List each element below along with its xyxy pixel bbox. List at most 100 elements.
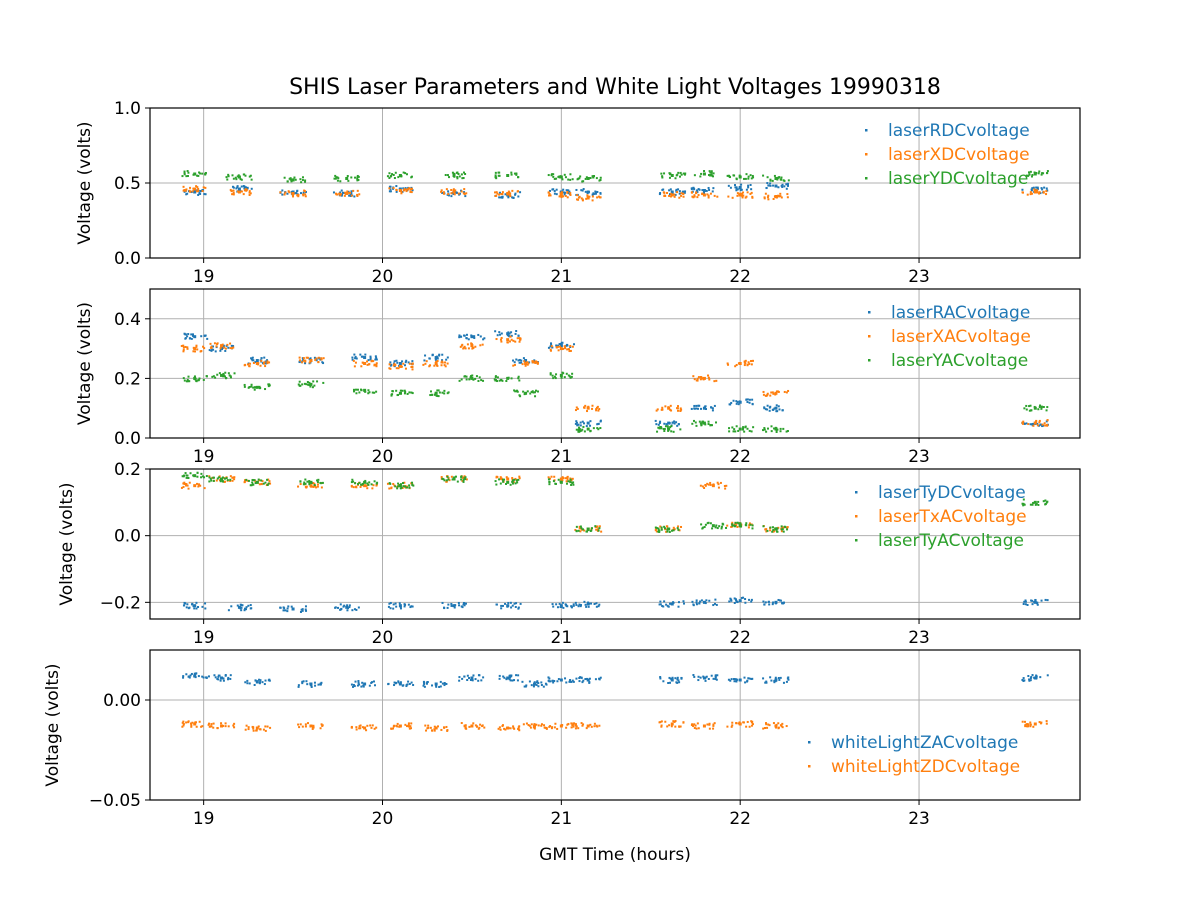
data-point-sample: [1021, 502, 1024, 505]
data-point-sample: [786, 182, 789, 185]
data-point-sample: [567, 192, 570, 195]
data-point: [702, 421, 706, 425]
data-point-sample: [741, 196, 744, 199]
data-point-sample: [422, 684, 425, 687]
data-point-sample: [663, 527, 666, 530]
data-point-sample: [399, 174, 402, 177]
data-point-sample: [403, 364, 406, 367]
legend-marker: [868, 311, 871, 314]
data-point-sample: [572, 603, 575, 606]
data-point-sample: [762, 525, 765, 528]
data-point-sample: [540, 681, 543, 684]
data-point-sample: [201, 190, 204, 193]
data-point-sample: [431, 353, 434, 356]
data-point-sample: [366, 487, 369, 490]
data-point-sample: [750, 359, 753, 362]
data-point-sample: [556, 727, 559, 730]
data-point-sample: [435, 684, 438, 687]
data-point-sample: [242, 193, 245, 196]
data-point-sample: [259, 681, 262, 684]
data-point-sample: [709, 483, 712, 486]
data-point-sample: [339, 191, 342, 194]
data-point-sample: [192, 605, 195, 608]
data-point-sample: [313, 482, 316, 485]
data-point-sample: [436, 356, 439, 359]
data-point-sample: [435, 360, 438, 363]
data-point-sample: [783, 185, 786, 188]
data-point-sample: [313, 681, 316, 684]
data-point: [774, 184, 778, 188]
data-point-sample: [597, 528, 600, 531]
data-point-sample: [320, 681, 323, 684]
data-point-sample: [693, 378, 696, 381]
data-point-sample: [540, 724, 543, 727]
data-point-sample: [411, 605, 414, 608]
data-point-sample: [536, 390, 539, 393]
data-point-sample: [259, 364, 262, 367]
data-point-sample: [674, 193, 677, 196]
data-point-sample: [246, 363, 249, 366]
data-point-sample: [222, 677, 225, 680]
data-point-sample: [781, 722, 784, 725]
data-point-sample: [204, 602, 207, 605]
data-point-sample: [389, 188, 392, 191]
data-point-sample: [357, 606, 360, 609]
data-point-sample: [373, 727, 376, 730]
data-point-sample: [393, 360, 396, 363]
data-point-sample: [510, 377, 513, 380]
data-point-sample: [503, 727, 506, 730]
data-point-sample: [498, 333, 501, 336]
data-point-sample: [456, 191, 459, 194]
data-point-sample: [388, 176, 391, 179]
data-point-sample: [572, 483, 575, 486]
data-point-sample: [745, 188, 748, 191]
data-point-sample: [551, 726, 554, 729]
data-point-sample: [679, 409, 682, 412]
data-point-sample: [216, 678, 219, 681]
data-point-sample: [576, 424, 579, 427]
data-point-sample: [703, 525, 706, 528]
data-point-sample: [396, 722, 399, 725]
data-point-sample: [458, 334, 461, 337]
data-point-sample: [303, 481, 306, 484]
data-point-sample: [410, 605, 413, 608]
data-point-sample: [444, 174, 447, 177]
data-point-sample: [518, 361, 521, 364]
data-point-sample: [579, 421, 582, 424]
data-point-sample: [1025, 723, 1028, 726]
data-point-sample: [781, 528, 784, 531]
data-point-sample: [446, 606, 449, 609]
data-point-sample: [710, 674, 713, 677]
data-point-sample: [267, 478, 270, 481]
data-point-sample: [564, 603, 567, 606]
data-point-sample: [358, 683, 361, 686]
data-point-sample: [304, 362, 307, 365]
data-point-sample: [1032, 501, 1035, 504]
data-point-sample: [569, 178, 572, 181]
data-point-sample: [396, 394, 399, 397]
data-point-sample: [259, 728, 262, 731]
data-point-sample: [683, 173, 686, 176]
data-point-sample: [571, 724, 574, 727]
data-point-sample: [264, 481, 267, 484]
data-point-sample: [1028, 678, 1031, 681]
data-point-sample: [780, 525, 783, 528]
y-tick-label: 0.00: [103, 691, 141, 711]
data-point-sample: [596, 725, 599, 728]
data-point-sample: [440, 189, 443, 192]
data-point-sample: [266, 478, 269, 481]
data-point-sample: [585, 530, 588, 533]
data-point-sample: [657, 426, 660, 429]
data-point-sample: [696, 407, 699, 410]
data-point-sample: [706, 522, 709, 525]
data-point-sample: [528, 724, 531, 727]
data-point-sample: [1030, 676, 1033, 679]
data-point-sample: [554, 482, 557, 485]
data-point-sample: [555, 177, 558, 180]
data-point-sample: [219, 347, 222, 350]
data-point-sample: [256, 680, 259, 683]
data-point-sample: [230, 190, 233, 193]
data-point-sample: [462, 171, 465, 174]
data-point-sample: [212, 722, 215, 725]
data-point-sample: [660, 528, 663, 531]
